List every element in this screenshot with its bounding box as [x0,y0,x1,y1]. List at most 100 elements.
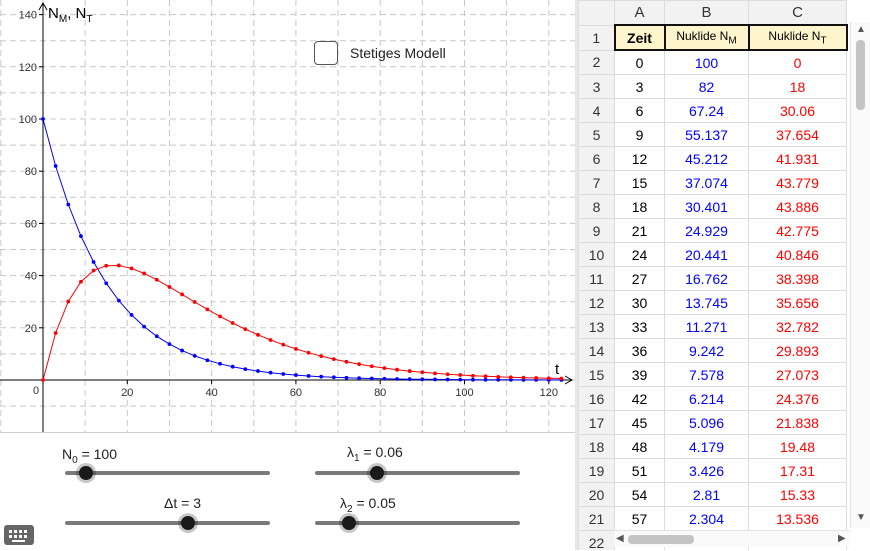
cell-c[interactable]: 13.536 [748,506,847,531]
cell-b[interactable]: 3.426 [664,458,749,483]
row-header[interactable]: 12 [578,290,615,315]
cell-a[interactable]: 15 [614,170,665,195]
cell-c[interactable]: 18 [748,74,847,99]
dt-slider-knob[interactable] [181,516,195,530]
cell-c[interactable]: 40.846 [748,242,847,267]
dt-slider-track[interactable] [65,521,270,525]
cell-c[interactable]: 29.893 [748,338,847,363]
cell-c[interactable]: 43.886 [748,194,847,219]
cell-b[interactable]: 67.24 [664,98,749,123]
row-header[interactable]: 13 [578,314,615,339]
cell-c[interactable]: 15.33 [748,482,847,507]
cell-b[interactable]: 4.179 [664,434,749,459]
cell-a[interactable]: 30 [614,290,665,315]
row-header[interactable]: 11 [578,266,615,291]
view-divider[interactable] [575,0,578,550]
cell-a[interactable]: 51 [614,458,665,483]
row-header[interactable]: 9 [578,218,615,243]
cell-b[interactable]: 11.271 [664,314,749,339]
cell-a[interactable]: 9 [614,122,665,147]
cell-c[interactable]: 38.398 [748,266,847,291]
cell-b[interactable]: 100 [664,49,749,75]
column-header-b[interactable]: B [664,0,749,26]
cell-a[interactable]: 48 [614,434,665,459]
horizontal-scrollbar[interactable]: ◀ ▶ [614,530,850,547]
row-header[interactable]: 1 [578,24,615,51]
lambda2-slider-track[interactable] [315,521,520,525]
cell-b[interactable]: 16.762 [664,266,749,291]
cell-b[interactable]: 55.137 [664,122,749,147]
row-header[interactable]: 22 [578,530,615,550]
cell-a[interactable]: 6 [614,98,665,123]
cell-a[interactable]: 0 [614,49,665,75]
cell-c[interactable]: 24.376 [748,386,847,411]
cell-a[interactable]: 24 [614,242,665,267]
scroll-left-icon[interactable]: ◀ [616,533,624,544]
row-header[interactable]: 7 [578,170,615,195]
row-header[interactable]: 15 [578,362,615,387]
row-header[interactable]: 4 [578,98,615,123]
cell-b[interactable]: 45.212 [664,146,749,171]
cell-a[interactable]: 18 [614,194,665,219]
row-header[interactable]: 14 [578,338,615,363]
cell-a[interactable]: 54 [614,482,665,507]
cell-c[interactable]: 35.656 [748,290,847,315]
cell-c[interactable]: 37.654 [748,122,847,147]
cell-c1[interactable]: Nuklide NT [747,24,848,51]
cell-c[interactable]: 27.073 [748,362,847,387]
vertical-scroll-thumb[interactable] [856,40,865,110]
n0-slider-track[interactable] [65,471,270,475]
row-header[interactable]: 6 [578,146,615,171]
cell-a[interactable]: 33 [614,314,665,339]
cell-a1[interactable]: Zeit [613,24,666,51]
column-header-a[interactable]: A [614,0,665,26]
row-header[interactable]: 19 [578,458,615,483]
cell-b[interactable]: 6.214 [664,386,749,411]
cell-b[interactable]: 7.578 [664,362,749,387]
cell-a[interactable]: 36 [614,338,665,363]
cell-b[interactable]: 30.401 [664,194,749,219]
row-header[interactable]: 20 [578,482,615,507]
cell-c[interactable]: 21.838 [748,410,847,435]
scroll-right-icon[interactable]: ▶ [838,533,846,544]
row-header[interactable]: 21 [578,506,615,531]
row-header[interactable]: 10 [578,242,615,267]
cell-a[interactable]: 3 [614,74,665,99]
cell-b1[interactable]: Nuklide NM [663,24,750,51]
row-header[interactable]: 8 [578,194,615,219]
cell-c[interactable]: 42.775 [748,218,847,243]
column-header-c[interactable]: C [748,0,847,26]
keyboard-icon[interactable] [4,525,34,545]
cell-b[interactable]: 13.745 [664,290,749,315]
cell-a[interactable]: 12 [614,146,665,171]
row-header[interactable]: 17 [578,410,615,435]
scroll-down-icon[interactable]: ▼ [856,512,866,523]
cell-c[interactable]: 30.06 [748,98,847,123]
cell-b[interactable]: 9.242 [664,338,749,363]
n0-slider-knob[interactable] [78,466,93,480]
cell-b[interactable]: 20.441 [664,242,749,267]
cell-c[interactable]: 17.31 [748,458,847,483]
cell-a[interactable]: 57 [614,506,665,531]
cell-c[interactable]: 43.779 [748,170,847,195]
cell-b[interactable]: 2.81 [664,482,749,507]
cell-a[interactable]: 27 [614,266,665,291]
lambda1-slider-knob[interactable] [369,466,384,480]
lambda2-slider-knob[interactable] [342,516,357,530]
row-header[interactable]: 2 [578,49,615,75]
row-header[interactable]: 5 [578,122,615,147]
corner-cell[interactable] [578,0,615,26]
vertical-scrollbar[interactable]: ▲ ▼ [850,22,870,528]
scroll-up-icon[interactable]: ▲ [856,24,866,35]
cell-c[interactable]: 19.48 [748,434,847,459]
lambda1-slider-track[interactable] [315,471,520,475]
cell-a[interactable]: 42 [614,386,665,411]
cell-c[interactable]: 41.931 [748,146,847,171]
row-header[interactable]: 3 [578,74,615,99]
cell-b[interactable]: 5.096 [664,410,749,435]
graphics-view[interactable]: 20 40 60 80 100 120 20 40 60 80 100 120 140 NM, NT t… [0,0,575,432]
cell-b[interactable]: 2.304 [664,506,749,531]
cell-a[interactable]: 39 [614,362,665,387]
cell-a[interactable]: 21 [614,218,665,243]
cell-c[interactable]: 32.782 [748,314,847,339]
